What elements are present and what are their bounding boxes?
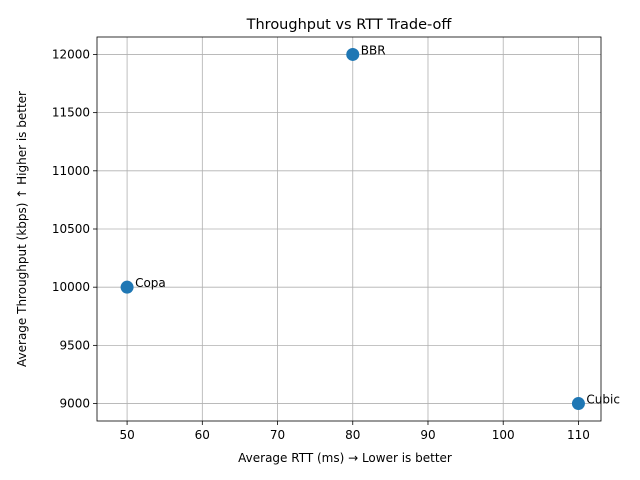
y-axis-label: Average Throughput (kbps) ↑ Higher is be… bbox=[15, 91, 29, 367]
y-tick-label: 12000 bbox=[52, 47, 90, 61]
x-tick-label: 80 bbox=[345, 428, 360, 442]
ticks: 50 60 70 80 90 100 110 9000 9500 10000 10500 11000 1… bbox=[52, 47, 590, 442]
x-tick-label: 90 bbox=[420, 428, 435, 442]
data-point-copa bbox=[120, 280, 134, 294]
data-point-bbr bbox=[346, 47, 360, 61]
point-label-bbr: BBR bbox=[361, 43, 386, 57]
y-tick-label: 11500 bbox=[52, 106, 90, 120]
y-tick-label: 10000 bbox=[52, 280, 90, 294]
x-tick-label: 70 bbox=[270, 428, 285, 442]
point-label-cubic: Cubic bbox=[586, 393, 620, 407]
y-tick-label: 9500 bbox=[59, 338, 90, 352]
chart-title: Throughput vs RTT Trade-off bbox=[246, 17, 453, 33]
y-tick-label: 9000 bbox=[59, 397, 90, 411]
y-tick-label: 11000 bbox=[52, 164, 90, 178]
x-tick-label: 100 bbox=[492, 428, 515, 442]
x-tick-label: 110 bbox=[567, 428, 590, 442]
x-tick-label: 60 bbox=[195, 428, 210, 442]
data-points: Copa BBR Cubic bbox=[120, 43, 620, 411]
data-point-cubic bbox=[571, 397, 585, 411]
y-tick-label: 10500 bbox=[52, 222, 90, 236]
x-axis-label: Average RTT (ms) → Lower is better bbox=[238, 451, 452, 465]
grid bbox=[97, 37, 601, 421]
point-label-copa: Copa bbox=[135, 276, 166, 290]
x-tick-label: 50 bbox=[119, 428, 134, 442]
